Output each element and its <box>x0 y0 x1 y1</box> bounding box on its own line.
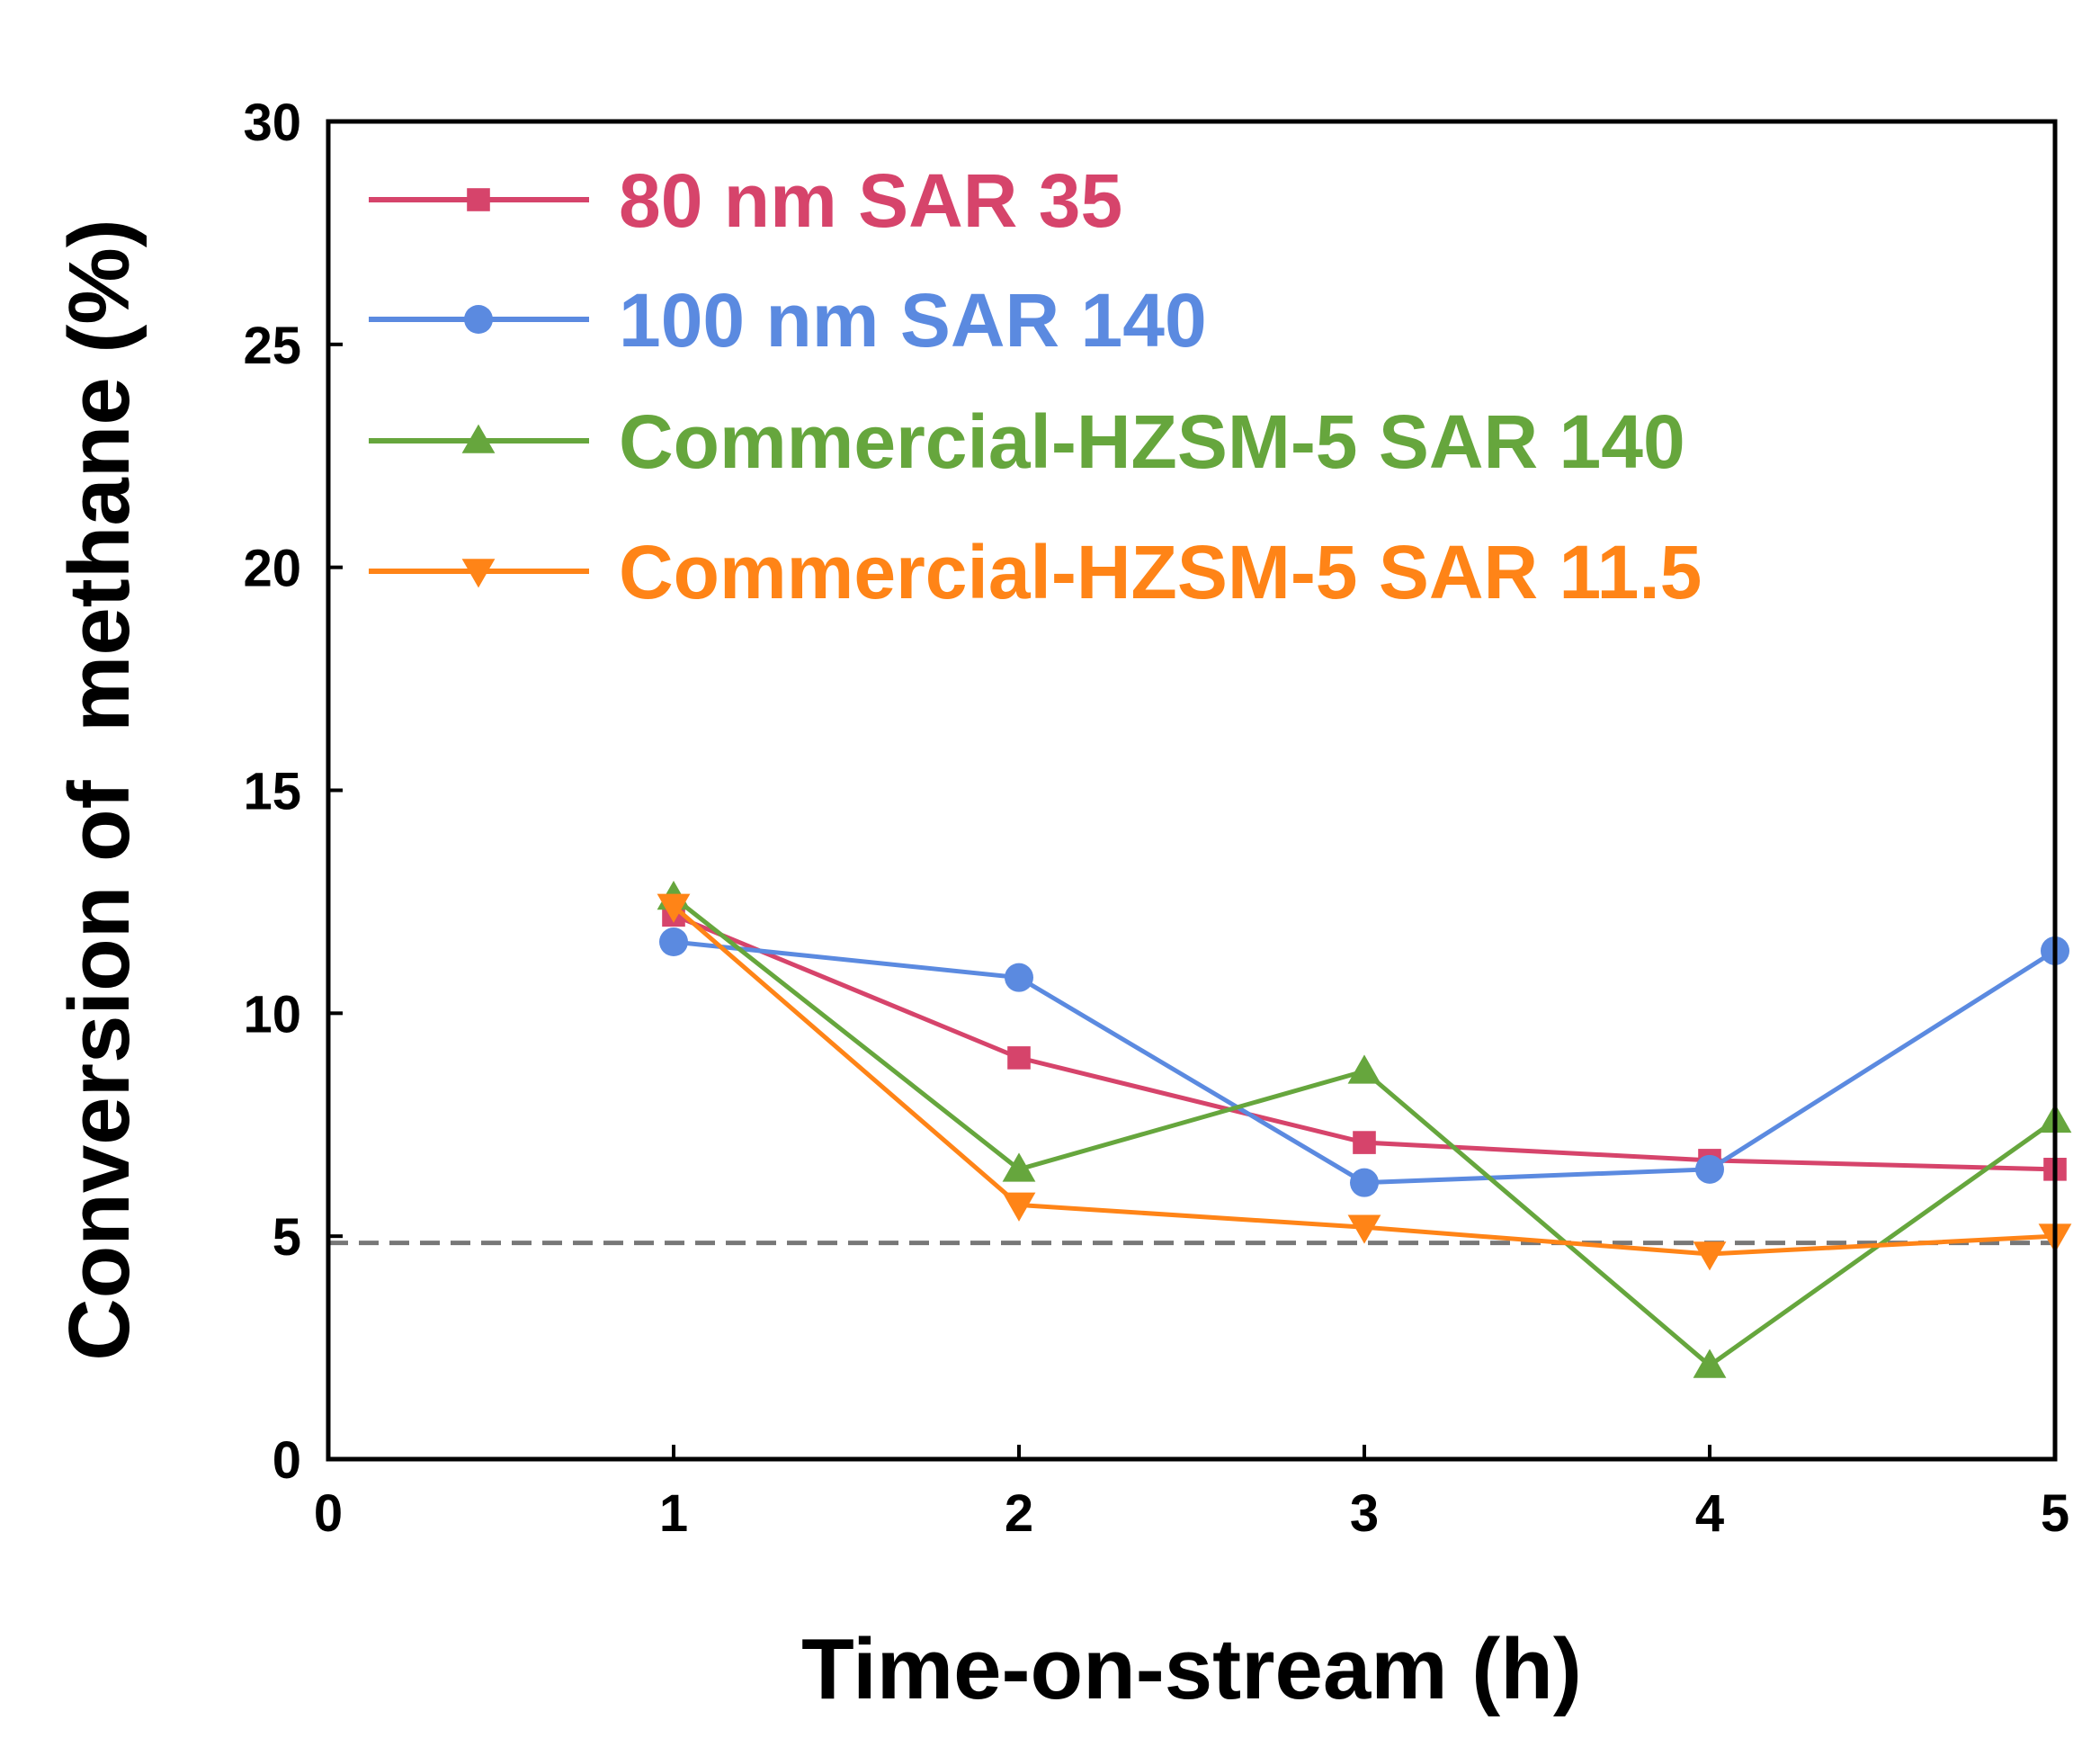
y-tick-label: 5 <box>273 1208 301 1267</box>
data-point-circle <box>464 305 493 334</box>
x-tick-label: 0 <box>314 1484 343 1543</box>
data-point-triangle-down <box>461 559 496 588</box>
y-tick-label: 20 <box>243 540 301 598</box>
y-tick-label: 30 <box>243 94 301 152</box>
data-point-triangle-up <box>1002 1152 1036 1182</box>
legend-item-2: 100 nm SAR 140 <box>369 278 1207 363</box>
data-point-triangle-down <box>1002 1192 1036 1222</box>
series-2 <box>659 927 2069 1197</box>
y-tick-label: 10 <box>243 985 301 1044</box>
data-point-square <box>467 188 490 211</box>
data-point-triangle-down <box>1693 1241 1727 1271</box>
legend: 80 nm SAR 35 100 nm SAR 140 Commercial-HZS… <box>369 158 1702 614</box>
x-axis-title: Time-on-stream (h) <box>801 1621 1582 1717</box>
legend-item-3: Commercial-HZSM-5 SAR 140 <box>369 399 1685 484</box>
x-tick-label: 3 <box>1350 1484 1379 1543</box>
data-point-square <box>1007 1046 1031 1070</box>
x-tick-label: 4 <box>1695 1484 1724 1543</box>
data-point-square <box>1353 1131 1376 1154</box>
data-point-circle <box>1350 1168 1379 1197</box>
y-tick-label: 15 <box>243 763 301 821</box>
legend-label: 80 nm SAR 35 <box>619 158 1122 243</box>
data-point-circle <box>659 927 688 957</box>
series-layer <box>657 881 2072 1378</box>
plot-frame <box>326 119 2058 1462</box>
y-axis-title: Conversion of methane (%) <box>51 219 147 1360</box>
x-tick-label: 5 <box>2041 1484 2069 1543</box>
data-point-triangle-down <box>657 893 691 923</box>
legend-item-1: 80 nm SAR 35 <box>369 158 1122 243</box>
legend-label: Commercial-HZSM-5 SAR 11.5 <box>619 530 1702 614</box>
data-point-circle <box>1695 1154 1724 1184</box>
ticks-layer: 0 1 2 3 4 5 0 5 10 15 20 25 30 <box>243 94 2069 1543</box>
x-tick-label: 2 <box>1005 1484 1033 1543</box>
series-4 <box>657 893 2072 1271</box>
series-1 <box>662 903 2067 1181</box>
data-point-triangle-up <box>1693 1348 1727 1378</box>
legend-label: Commercial-HZSM-5 SAR 140 <box>619 399 1685 484</box>
data-point-triangle-up <box>1347 1054 1381 1084</box>
y-tick-label: 25 <box>243 317 301 375</box>
series-3 <box>657 881 2072 1378</box>
x-tick-label: 1 <box>659 1484 688 1543</box>
y-tick-label: 0 <box>273 1431 301 1490</box>
data-point-circle <box>1005 963 1033 992</box>
data-point-triangle-down <box>1347 1214 1381 1244</box>
legend-item-4: Commercial-HZSM-5 SAR 11.5 <box>369 530 1702 614</box>
data-point-triangle-up <box>461 424 496 453</box>
legend-label: 100 nm SAR 140 <box>619 278 1207 363</box>
